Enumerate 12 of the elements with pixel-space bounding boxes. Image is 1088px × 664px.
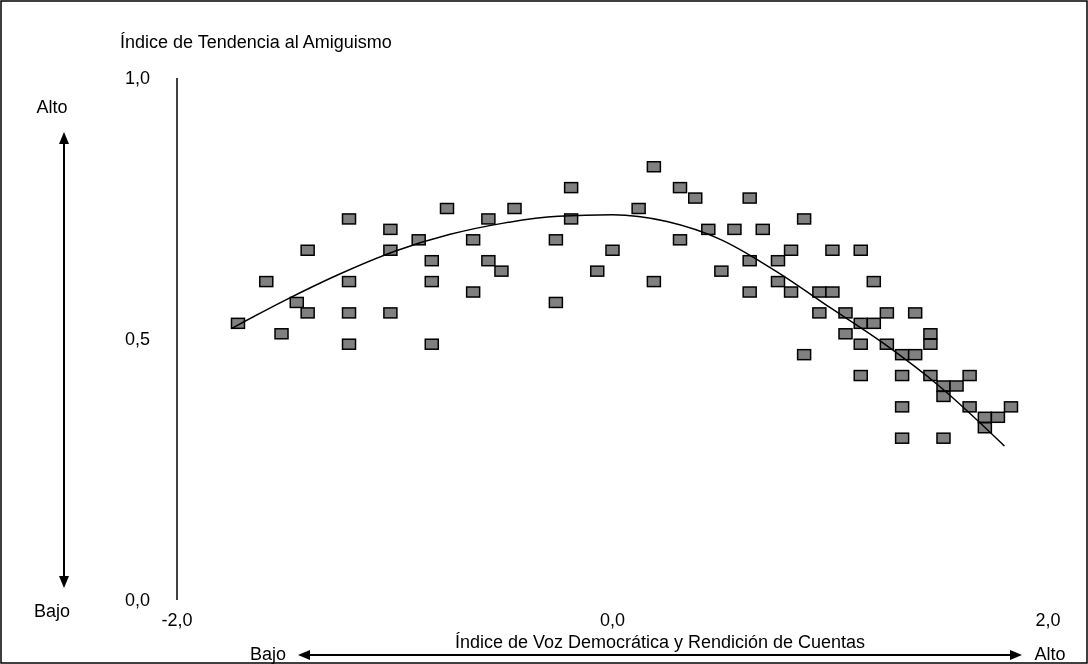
y-tick-label: 1,0 [124,68,150,89]
text: Bajo [33,601,71,621]
text: Alto [36,97,68,117]
text: Bajo [249,644,287,664]
text: Alto [1034,644,1066,664]
x-tick-label: 0,0 [599,610,626,630]
x-tick-label: 2,0 [1035,610,1061,630]
x-tick-label: -2,0 [161,610,193,630]
y-tick-label: 0,0 [124,590,150,611]
x-axis-title: Índice de Voz Democrática y Rendición de Cuentas [454,632,866,652]
y-axis-title: Índice de Tendencia al Amiguismo [120,32,392,52]
y-tick-label: 0,5 [124,329,150,350]
